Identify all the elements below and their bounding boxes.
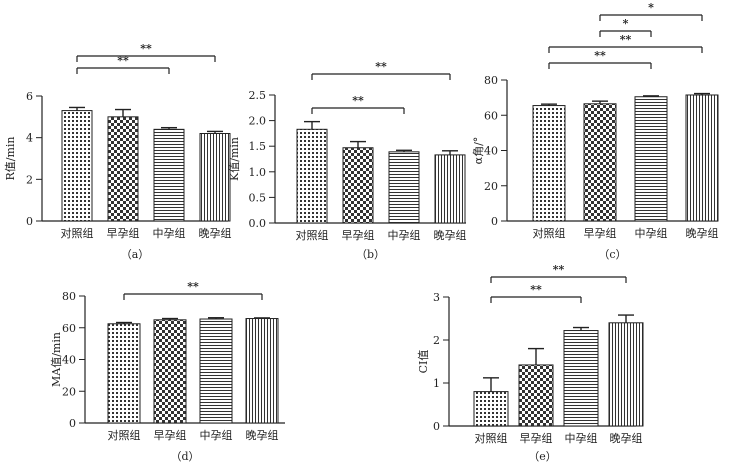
y-tick-label: 60 [62,322,76,335]
bar-早孕组 [153,319,187,424]
panel-caption: （e） [528,450,557,463]
y-axis-label: R值/min [4,136,17,180]
category-label: 晚孕组 [686,226,719,240]
significance-label: ** [620,33,632,46]
bar-晚孕组 [434,154,466,224]
category-label: 晚孕组 [434,228,467,242]
y-tick-label: 0 [433,420,440,433]
category-label: 早孕组 [584,226,617,240]
category-label: 中孕组 [635,226,668,240]
panel-b-chart: 0.0 0.5 1.0 1.5 2.0 2.5 K值/min 对照组 早孕组 中孕组 晚孕组 ** **… [228,60,467,261]
bar-中孕组 [199,318,233,424]
y-tick-label: 6 [26,90,33,103]
category-label: 中孕组 [565,431,598,445]
category-label: 对照组 [61,226,94,240]
panel-caption: （c） [598,248,626,261]
y-tick-label: 40 [62,354,76,367]
significance-label: ** [187,280,199,293]
category-label: 早孕组 [154,428,187,442]
y-tick-label: 4 [26,132,33,145]
y-tick-label: 20 [62,385,76,398]
y-axis-label: MA值/min [50,332,63,387]
y-tick-label: 0 [26,215,33,228]
bar-中孕组 [153,128,185,222]
significance-label: ** [530,283,542,296]
bar-早孕组 [583,103,617,222]
significance-label: ** [553,263,565,276]
category-label: 对照组 [533,226,566,240]
significance-label: ** [352,94,364,107]
y-tick-label: 80 [484,74,498,87]
panel-caption: （b） [356,248,385,261]
bar-早孕组 [107,116,139,222]
y-tick-label: 0.0 [249,217,267,230]
y-tick-label: 0 [491,215,498,228]
bar-对照组 [61,110,93,222]
bar-对照组 [296,128,328,224]
y-tick-label: 2 [26,173,33,186]
category-label: 对照组 [475,431,508,445]
y-tick-label: 2 [433,334,440,347]
y-tick-label: 1.0 [249,166,267,179]
panel-d-chart: 0 20 40 60 80 MA值/min 对照组 早孕组 中孕组 晚孕组 ** （d） [50,280,285,463]
bar-中孕组 [388,151,420,224]
category-label: 中孕组 [153,226,186,240]
bar-晚孕组 [199,133,231,222]
bar-晚孕组 [685,94,719,222]
category-label: 中孕组 [200,428,233,442]
significance-label: ** [375,60,387,73]
bar-对照组 [532,105,566,222]
y-axis-label: K值/min [228,137,241,181]
category-label: 中孕组 [388,228,421,242]
bar-对照组 [473,391,509,427]
significance-label: ** [140,42,152,55]
panel-a-chart: 0 2 4 6 R值/min 对照组 早孕组 中孕组 晚孕组 ** ** （a） [4,42,232,261]
y-tick-label: 2.5 [249,89,267,102]
bar-早孕组 [342,147,374,224]
y-tick-label: 20 [484,180,498,193]
bar-中孕组 [563,330,599,427]
y-tick-label: 1.5 [249,140,267,153]
y-tick-label: 80 [62,290,76,303]
bar-晚孕组 [245,318,279,424]
category-label: 早孕组 [107,226,140,240]
bar-晚孕组 [608,322,644,427]
category-label: 早孕组 [342,228,375,242]
panel-caption: （d） [170,450,199,463]
y-tick-label: 1 [433,377,440,390]
y-axis-label: α角/° [472,137,485,165]
y-tick-label: 3 [433,291,440,304]
category-label: 对照组 [108,428,141,442]
category-label: 早孕组 [520,431,553,445]
category-label: 晚孕组 [246,428,279,442]
y-tick-label: 60 [484,109,498,122]
y-tick-label: 2.0 [249,115,267,128]
bar-对照组 [107,323,141,424]
y-tick-label: 0 [69,417,76,430]
bar-中孕组 [634,96,668,222]
y-tick-label: 40 [484,145,498,158]
bar-早孕组 [518,364,554,427]
significance-label: ** [594,49,606,62]
category-label: 晚孕组 [610,431,643,445]
y-tick-label: 0.5 [249,191,267,204]
category-label: 对照组 [296,228,329,242]
panel-caption: （a） [121,248,150,261]
significance-label: * [623,17,629,30]
significance-label: * [648,1,654,14]
category-label: 晚孕组 [199,226,232,240]
significance-label: ** [117,54,129,67]
y-axis-label: CI值 [417,350,430,374]
